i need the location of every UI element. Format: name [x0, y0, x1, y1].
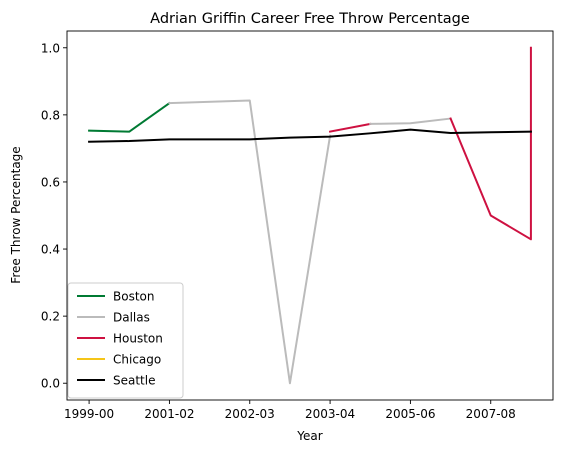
- chart-title: Adrian Griffin Career Free Throw Percent…: [150, 11, 470, 27]
- series-line-dallas: [369, 117, 452, 125]
- y-tick-label: 0.8: [41, 108, 60, 122]
- legend-label-dallas: Dallas: [113, 311, 150, 325]
- legend-box: [67, 282, 184, 399]
- y-tick-label: 1.0: [41, 41, 60, 55]
- legend-label-houston: Houston: [113, 332, 163, 346]
- x-tick-label: 2002-03: [225, 407, 275, 421]
- legend-label-seattle: Seattle: [113, 374, 155, 388]
- x-axis-label: Year: [296, 429, 322, 443]
- legend-label-boston: Boston: [113, 290, 154, 304]
- axes: 0.0 0.2 0.4 0.6 0.8 1.0 1999-00 2001-02 2002-03 2…: [41, 30, 554, 421]
- series-lines: [88, 46, 532, 385]
- x-tick-label: 1999-00: [64, 407, 114, 421]
- series-line-dallas: [168, 99, 332, 385]
- series-line-houston: [328, 122, 372, 133]
- y-axis-label: Free Throw Percentage: [9, 146, 23, 283]
- legend: Boston Dallas Houston Chicago Seattle: [67, 282, 184, 399]
- x-tick-label: 2007-08: [466, 407, 516, 421]
- series-line-seattle: [88, 128, 532, 143]
- y-tick-label: 0.6: [41, 175, 60, 189]
- plot-frame: [66, 30, 554, 401]
- x-tick-label: 2001-02: [144, 407, 194, 421]
- legend-label-chicago: Chicago: [113, 353, 161, 367]
- series-line-houston: [449, 46, 532, 241]
- y-tick-label: 0.2: [41, 310, 60, 324]
- x-tick-label: 2005-06: [385, 407, 435, 421]
- x-tick-label: 2003-04: [305, 407, 355, 421]
- y-tick-label: 0.4: [41, 243, 60, 257]
- y-tick-label: 0.0: [41, 377, 60, 391]
- series-line-boston: [88, 101, 171, 133]
